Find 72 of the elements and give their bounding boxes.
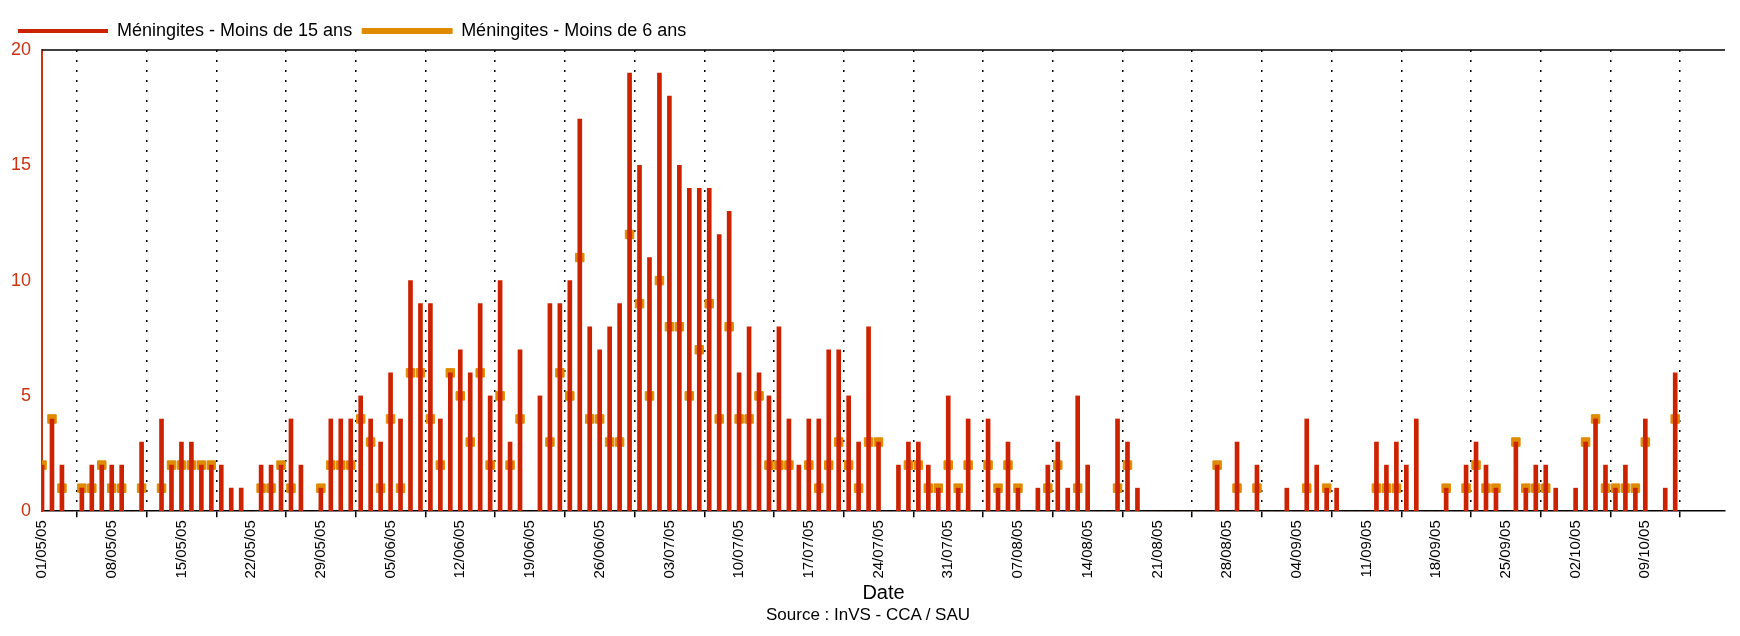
y-tick-label: 20 — [10, 38, 32, 59]
x-tick-label: 01/05/05 — [32, 520, 50, 579]
bar — [1404, 464, 1409, 512]
x-tick-label: 09/10/05 — [1635, 520, 1653, 579]
x-tick-label: 17/07/05 — [798, 520, 816, 579]
bar — [806, 418, 812, 512]
bar — [1672, 372, 1678, 512]
bar — [1533, 464, 1539, 512]
bar — [1662, 487, 1668, 512]
x-tick-label: 08/05/05 — [101, 520, 119, 579]
legend-label: Méningites - Moins de 6 ans — [461, 19, 687, 40]
bar — [567, 280, 573, 512]
bar — [338, 418, 344, 512]
bar — [1314, 464, 1320, 512]
bar — [348, 418, 354, 512]
x-tick-label: 10/07/05 — [729, 520, 747, 579]
x-tick-label: 22/05/05 — [241, 520, 259, 579]
x-tick-label: 05/06/05 — [380, 520, 398, 579]
x-tick-label: 28/08/05 — [1217, 520, 1235, 579]
x-tick-label: 07/08/05 — [1008, 520, 1026, 579]
legend-label: Méningites - Moins de 15 ans — [117, 19, 353, 40]
bar — [1085, 464, 1090, 512]
x-tick-label: 25/09/05 — [1496, 520, 1514, 579]
x-tick-label: 04/09/05 — [1286, 520, 1304, 579]
x-tick-label: 31/07/05 — [938, 520, 956, 579]
bar — [587, 326, 593, 512]
y-tick-label: 10 — [10, 269, 32, 290]
bar — [477, 303, 483, 512]
y-tick-label: 0 — [21, 500, 32, 521]
x-tick-label: 02/10/05 — [1565, 520, 1583, 579]
bar — [1045, 464, 1051, 512]
x-tick-label: 11/09/05 — [1356, 520, 1374, 578]
bar — [1553, 487, 1559, 512]
x-tick-label: 24/07/05 — [868, 520, 886, 579]
x-tick-label: 29/05/05 — [311, 520, 328, 579]
bar — [1543, 464, 1549, 512]
bar — [238, 487, 244, 512]
bar — [696, 188, 702, 512]
x-axis-title: Date — [862, 581, 905, 604]
bar — [228, 487, 234, 512]
bar — [1413, 418, 1419, 512]
bar — [89, 464, 95, 512]
bar — [945, 395, 951, 512]
bar — [577, 118, 583, 512]
x-tick-label: 14/08/05 — [1077, 520, 1095, 579]
x-tick-label: 03/07/05 — [659, 520, 677, 579]
y-tick-label: 15 — [10, 154, 32, 175]
x-tick-label: 19/06/05 — [520, 520, 538, 579]
bar — [1284, 487, 1290, 512]
x-tick-label: 26/06/05 — [589, 520, 607, 579]
bar — [1055, 441, 1061, 512]
source-note: Source : InVS - CCA / SAU — [765, 605, 971, 625]
bar — [109, 464, 115, 512]
x-tick-label: 21/08/05 — [1147, 520, 1165, 579]
bar — [706, 188, 712, 512]
bar — [1065, 487, 1071, 512]
x-tick-label: 18/09/05 — [1426, 520, 1444, 579]
bar — [457, 349, 463, 512]
bar — [826, 349, 832, 512]
bar — [816, 418, 822, 512]
bar — [1573, 487, 1578, 512]
bar — [896, 464, 901, 512]
bar — [1135, 487, 1140, 512]
bar — [328, 418, 334, 512]
y-tick-label: 5 — [21, 384, 32, 405]
x-tick-label: 12/06/05 — [450, 520, 468, 579]
bar — [1334, 487, 1339, 512]
bar — [467, 372, 473, 512]
x-tick-label: 15/05/05 — [171, 520, 189, 579]
bar — [218, 464, 224, 512]
bar — [716, 234, 722, 512]
bar — [1304, 418, 1310, 512]
